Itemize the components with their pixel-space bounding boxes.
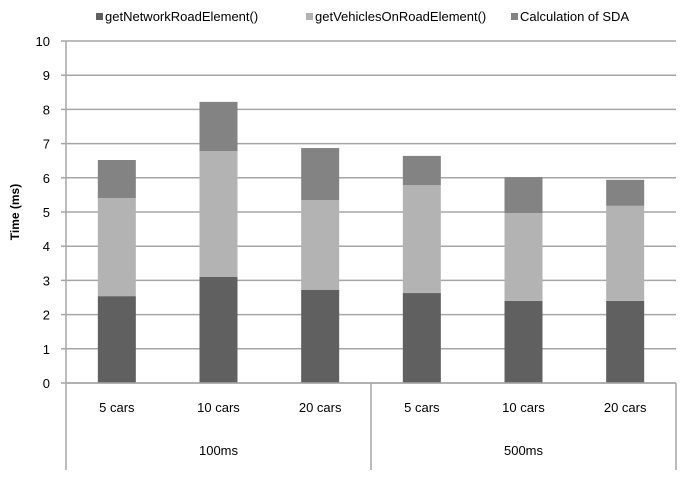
bars [97, 101, 645, 383]
y-axis-label: Time (ms) [8, 184, 22, 240]
category-label: 20 cars [604, 400, 647, 415]
legend-label: Calculation of SDA [520, 9, 629, 24]
gridlines [66, 40, 676, 384]
bar-segment-2 [402, 155, 441, 185]
bar-segment-1 [97, 197, 136, 297]
bar-segment-1 [199, 151, 238, 277]
y-tick-label: 7 [43, 137, 50, 152]
bar-segment-2 [301, 148, 340, 201]
y-tick-label: 4 [43, 239, 50, 254]
legend: getNetworkRoadElement() getVehiclesOnRoad… [96, 9, 629, 24]
bar-segment-2 [606, 179, 645, 206]
bar-segment-2 [504, 177, 543, 214]
category-label: 5 cars [99, 400, 135, 415]
legend-swatch [306, 13, 313, 20]
y-tick-label: 6 [43, 171, 50, 186]
y-tick-label: 0 [43, 376, 50, 391]
legend-label: getNetworkRoadElement() [105, 9, 258, 24]
y-tick-label: 10 [36, 34, 50, 49]
bar-segment-0 [504, 300, 543, 383]
bar-segment-0 [301, 289, 340, 383]
y-tick-label: 8 [43, 102, 50, 117]
bar-segment-0 [97, 296, 136, 383]
bar-segment-2 [199, 101, 238, 152]
y-tick-label: 9 [43, 68, 50, 83]
bar-segment-1 [402, 184, 441, 294]
y-tick-label: 1 [43, 342, 50, 357]
bar-segment-0 [199, 276, 238, 383]
axes: 0 1 2 3 4 5 6 7 8 9 10 5 cars 10 cars 20 cars 5 cars 10… [36, 34, 677, 470]
group-label: 500ms [504, 443, 544, 458]
legend-swatch [96, 13, 103, 20]
legend-swatch [511, 13, 518, 20]
bar-segment-1 [606, 205, 645, 301]
group-label: 100ms [199, 443, 239, 458]
category-label: 10 cars [197, 400, 240, 415]
category-label: 5 cars [404, 400, 440, 415]
bar-segment-0 [606, 300, 645, 383]
bar-segment-0 [402, 293, 441, 383]
y-tick-label: 3 [43, 273, 50, 288]
y-tick-label: 5 [43, 205, 50, 220]
bar-segment-2 [97, 160, 136, 198]
bar-segment-1 [504, 213, 543, 301]
y-tick-label: 2 [43, 308, 50, 323]
category-label: 10 cars [502, 400, 545, 415]
bar-segment-1 [301, 200, 340, 290]
category-label: 20 cars [299, 400, 342, 415]
legend-label: getVehiclesOnRoadElement() [315, 9, 486, 24]
